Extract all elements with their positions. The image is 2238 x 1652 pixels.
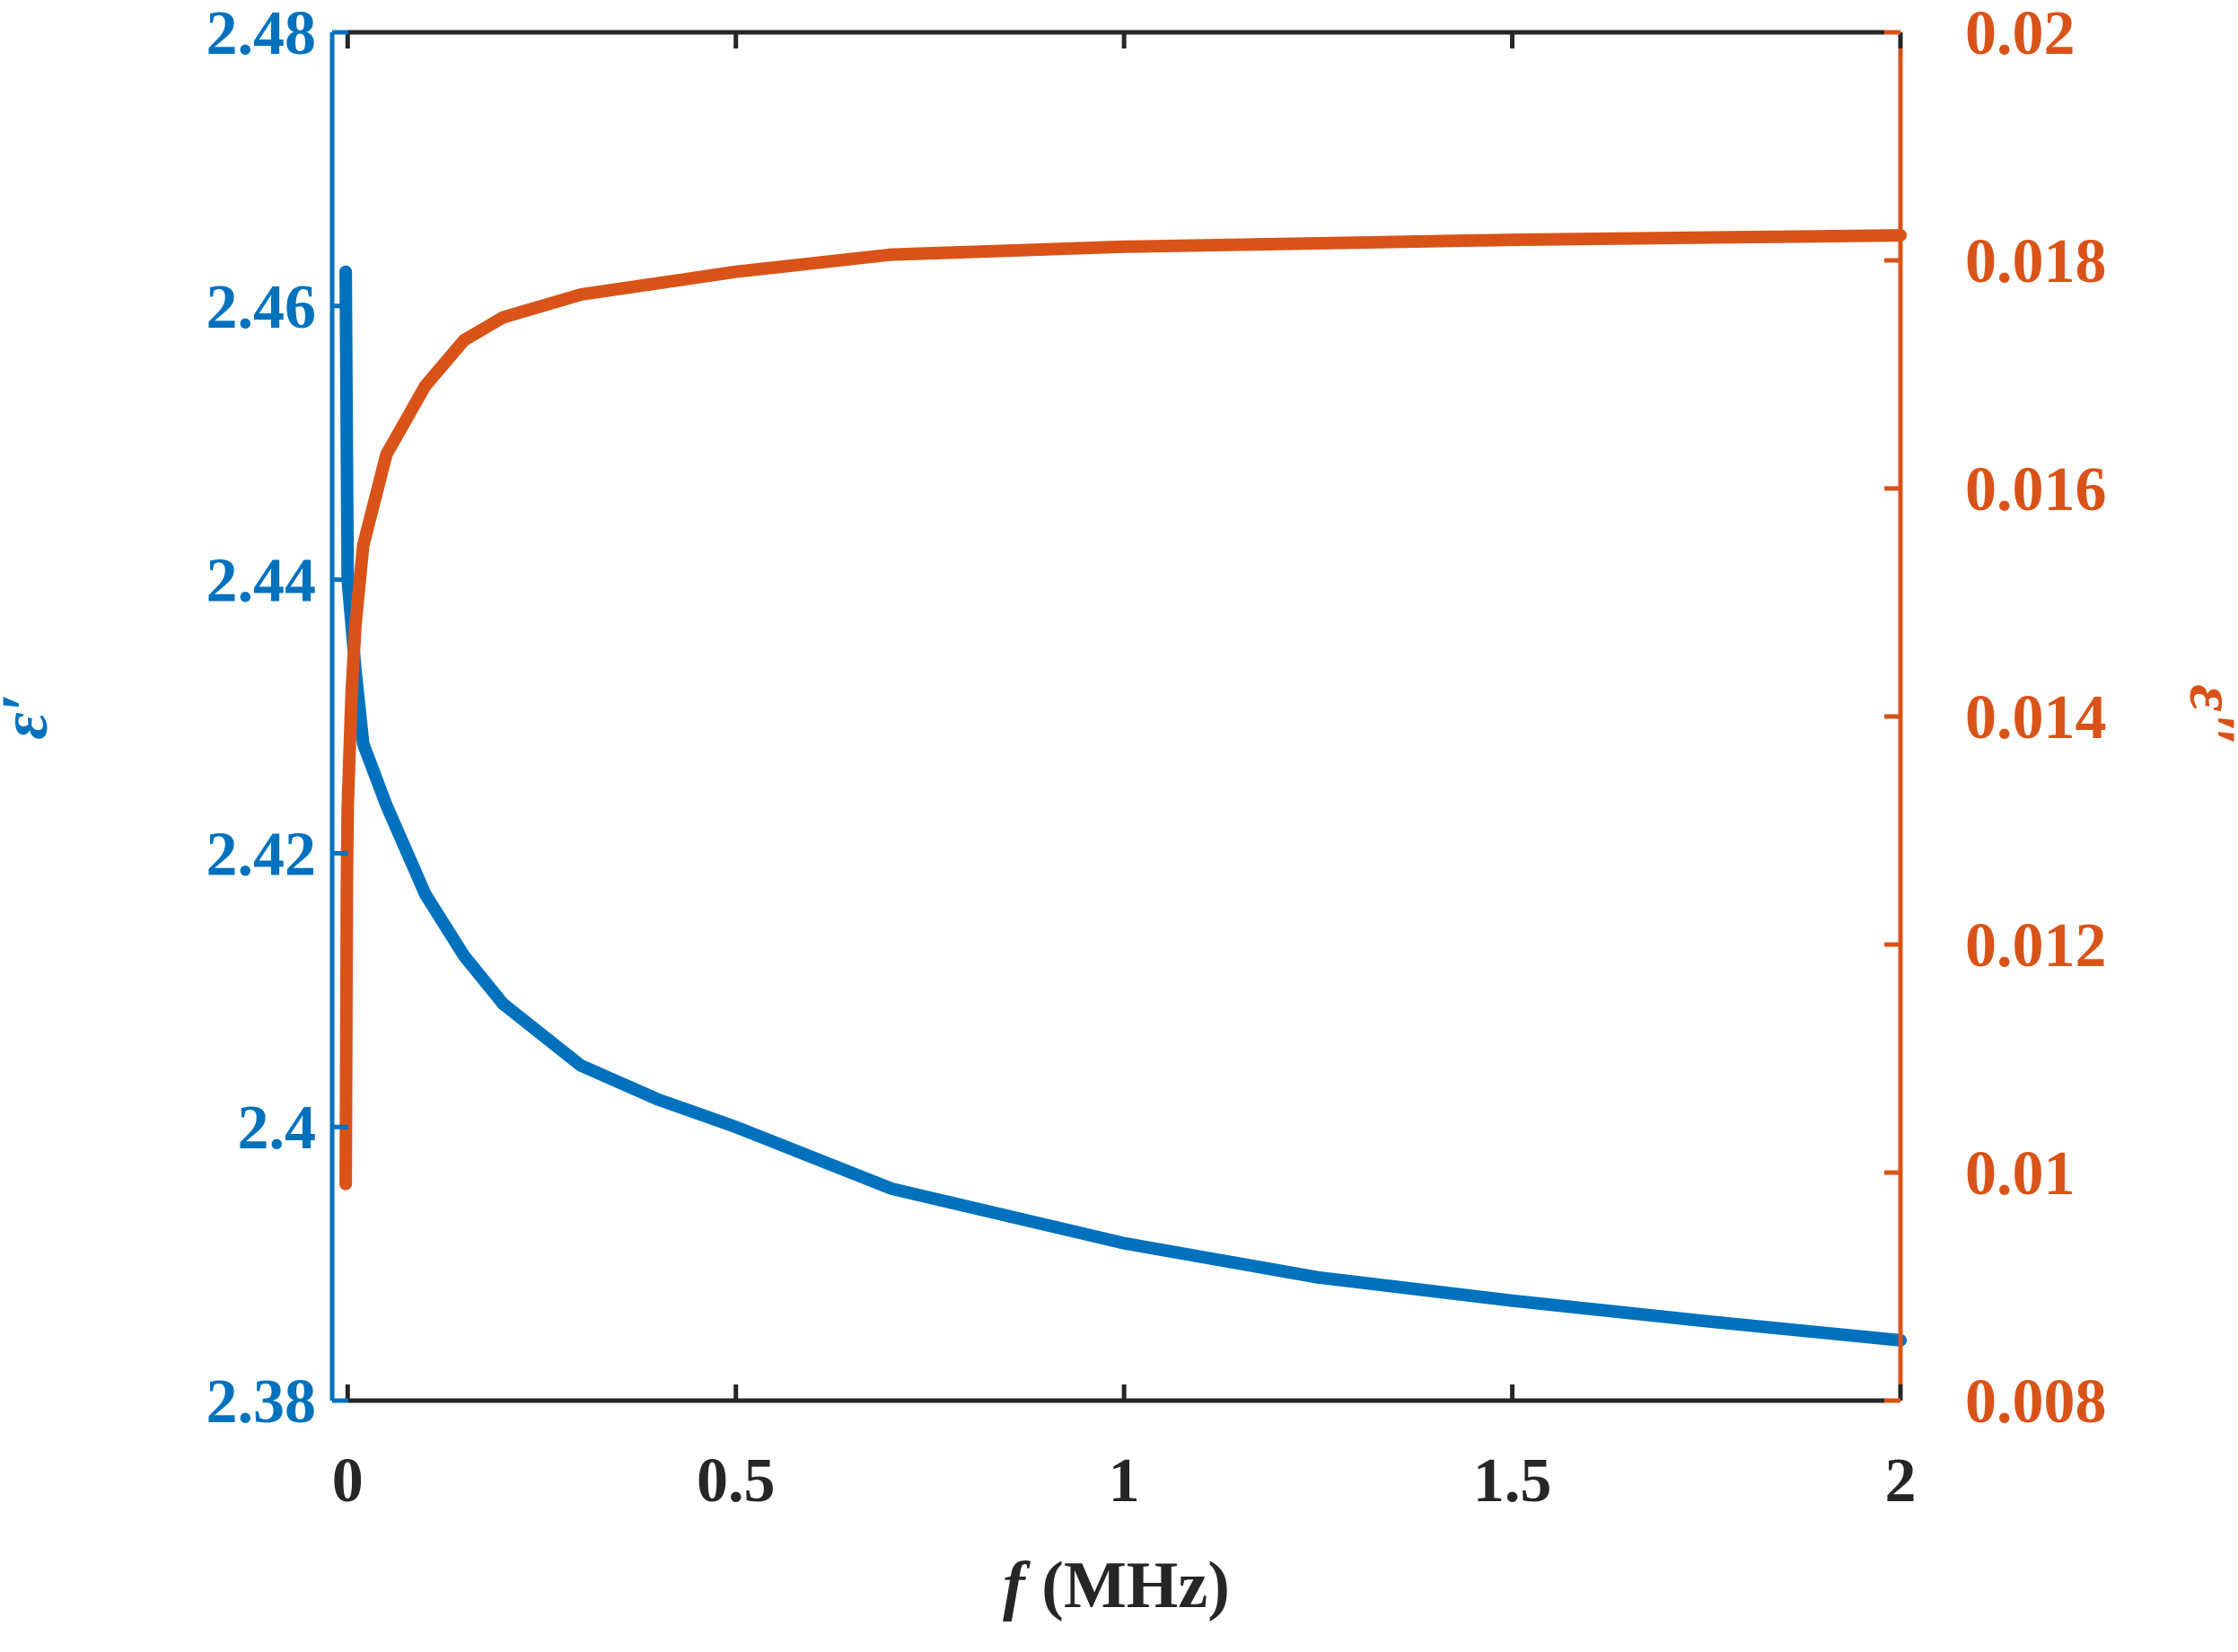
y-right-tick-label: 0.014 [1965, 683, 2107, 752]
x-axis-label-unit: (MHz) [1025, 1549, 1230, 1622]
y-right-tick-label: 0.02 [1965, 0, 2076, 68]
y-left-tick-label: 2.46 [206, 273, 317, 342]
x-tick-label: 1.5 [1473, 1446, 1552, 1516]
x-tick-label: 0 [332, 1446, 364, 1516]
y-right-tick-label: 0.016 [1965, 455, 2107, 524]
y-right-axis-label: ε″ [2175, 684, 2238, 748]
x-tick-label: 0.5 [697, 1446, 776, 1516]
y-left-tick-label: 2.38 [206, 1367, 317, 1437]
y-left-axis-label: ε′ [0, 693, 62, 739]
series-line-epsilon-double-prime [339, 229, 1907, 1191]
series-layer [339, 229, 1907, 1347]
y-right-tick-label: 0.012 [1965, 911, 2107, 980]
series-line-epsilon-prime [339, 265, 1907, 1347]
ticks-layer: 0 0.5 1 1.5 2 2.38 2.4 2.42 2.44 2.46 2.48 0.008 0.0… [206, 0, 2107, 1516]
y-left-tick-label: 2.4 [238, 1094, 317, 1163]
y-left-tick-label: 2.44 [206, 547, 317, 616]
y-right-tick-label: 0.01 [1965, 1139, 2076, 1208]
y-left-tick-label: 2.42 [206, 820, 317, 889]
x-tick-label: 2 [1885, 1446, 1917, 1516]
y-right-tick-label: 0.008 [1965, 1367, 2107, 1437]
labels-layer: f (MHz) ε′ ε″ [0, 684, 2238, 1622]
x-axis-label: f (MHz) [1003, 1549, 1230, 1622]
x-tick-label: 1 [1109, 1446, 1140, 1516]
y-left-tick-label: 2.48 [206, 0, 317, 68]
y-right-tick-label: 0.018 [1965, 227, 2107, 296]
